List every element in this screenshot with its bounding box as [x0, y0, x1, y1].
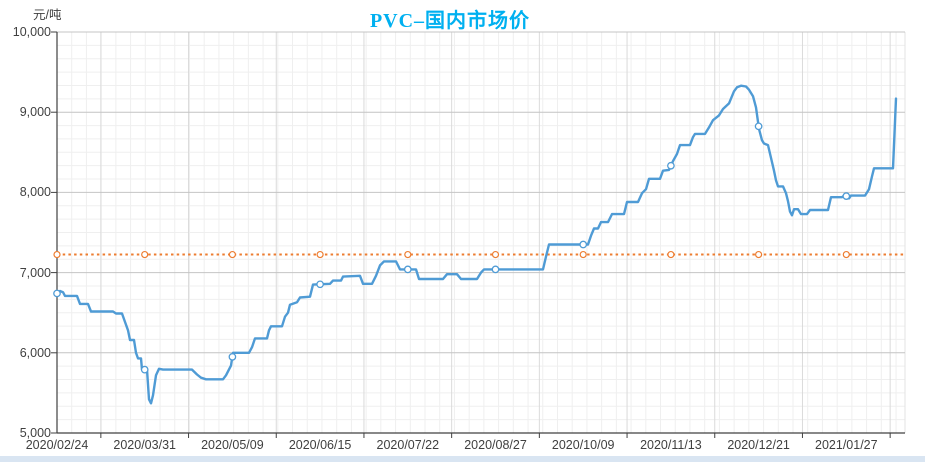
price-line-marker — [53, 289, 61, 298]
x-axis-tick-label: 2021/01/27 — [815, 438, 878, 452]
y-axis-tick-label: 8,000 — [19, 185, 51, 200]
x-axis-tick-label: 2020/02/24 — [25, 438, 89, 452]
price-line-marker — [579, 240, 588, 249]
average-line-marker — [316, 250, 324, 259]
price-line-marker — [491, 265, 500, 274]
y-axis-tick-label: 7,000 — [19, 265, 51, 280]
price-line-marker — [316, 280, 324, 289]
average-line-marker — [755, 250, 763, 259]
x-axis-tick-label: 2020/11/13 — [640, 438, 702, 452]
average-line-marker — [53, 250, 61, 259]
average-line-marker — [667, 250, 675, 259]
price-line-marker — [403, 265, 412, 274]
bottom-window-strip — [0, 456, 925, 462]
average-line-marker — [404, 250, 412, 259]
average-line-marker — [842, 250, 850, 259]
chart-title: PVC–国内市场价 — [369, 10, 531, 32]
price-line-marker — [842, 192, 851, 200]
y-axis-tick-label: 9,000 — [19, 105, 51, 120]
price-line-marker — [228, 353, 237, 361]
price-line-marker — [140, 365, 149, 374]
x-axis-tick-label: 2020/10/09 — [551, 438, 615, 452]
x-axis-tick-label: 2020/12/21 — [727, 438, 790, 452]
x-axis-tick-label: 2020/03/31 — [113, 438, 176, 452]
y-axis-tick-label: 5,000 — [19, 426, 51, 440]
x-axis-tick-label: 2020/08/27 — [464, 438, 527, 452]
y-axis-tick-label: 6,000 — [19, 345, 51, 360]
y-axis-tick-label: 10,000 — [12, 25, 51, 39]
average-line-marker — [579, 250, 587, 259]
x-axis-tick-label: 2020/06/15 — [288, 438, 352, 452]
price-line-marker — [754, 122, 763, 131]
price-line-series — [55, 84, 898, 405]
price-line-marker — [667, 161, 675, 170]
x-axis-tick-label: 2020/07/22 — [376, 438, 440, 452]
average-line-marker — [228, 250, 237, 259]
average-line-marker — [141, 250, 149, 259]
y-axis-unit-label: 元/吨 — [33, 8, 62, 22]
x-axis-tick-label: 2020/05/09 — [201, 438, 264, 452]
average-line-marker — [491, 250, 500, 259]
